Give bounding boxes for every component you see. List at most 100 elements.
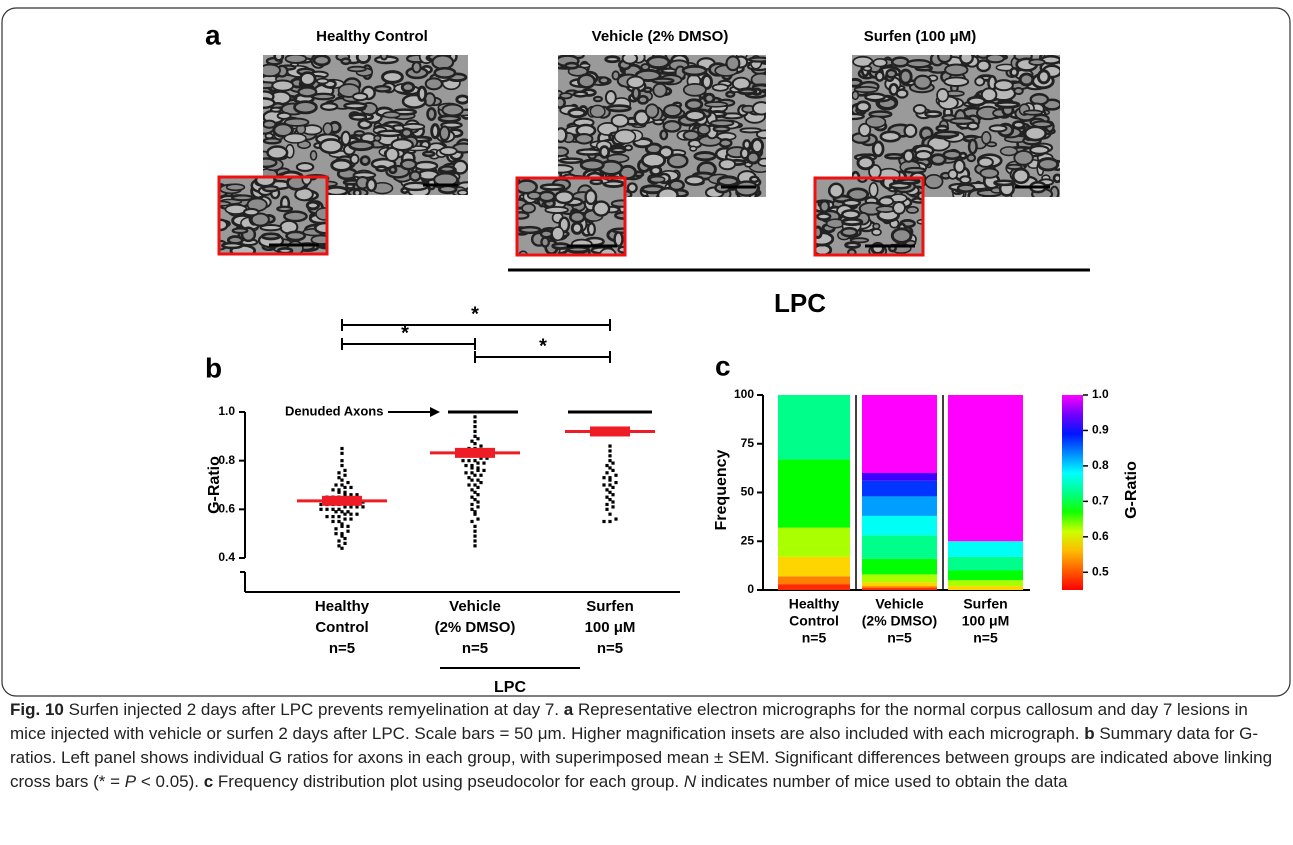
axon bbox=[736, 182, 758, 196]
sem-box bbox=[322, 496, 362, 506]
caption-run: Fig. 10 bbox=[10, 700, 64, 719]
axon bbox=[829, 184, 843, 198]
y-tick-label: 0.4 bbox=[218, 550, 235, 564]
data-point bbox=[331, 508, 334, 511]
data-point bbox=[340, 547, 343, 550]
axon bbox=[300, 73, 315, 86]
data-point bbox=[476, 437, 479, 440]
axon bbox=[714, 126, 729, 131]
axon bbox=[623, 53, 638, 63]
data-point bbox=[605, 503, 608, 506]
x-tick-label: n=5 bbox=[597, 640, 623, 657]
axon bbox=[315, 223, 335, 233]
segment bbox=[778, 584, 850, 590]
axon bbox=[262, 234, 279, 239]
colorbar bbox=[1062, 395, 1083, 590]
axon bbox=[606, 91, 616, 104]
axon bbox=[1011, 68, 1018, 76]
segment bbox=[948, 580, 1023, 586]
axon bbox=[1025, 127, 1046, 140]
caption-run: Frequency distribution plot using pseudo… bbox=[213, 772, 684, 791]
x-tick-label: Control bbox=[789, 613, 839, 629]
data-point bbox=[473, 525, 476, 528]
data-point bbox=[340, 459, 343, 462]
caption-run: N bbox=[684, 772, 696, 791]
axon bbox=[690, 146, 696, 151]
y-axis-title: G-Ratio bbox=[206, 456, 223, 514]
axon bbox=[866, 116, 885, 127]
axon bbox=[900, 70, 911, 83]
data-point bbox=[343, 474, 346, 477]
data-point bbox=[473, 474, 476, 477]
data-point bbox=[340, 525, 343, 528]
caption-run: indicates number of mice used to obtain … bbox=[696, 772, 1067, 791]
axon bbox=[580, 64, 589, 68]
axon bbox=[843, 219, 862, 224]
data-point bbox=[473, 425, 476, 428]
y-tick-label: 0 bbox=[747, 582, 754, 596]
axon bbox=[268, 147, 288, 159]
sig-label: * bbox=[401, 322, 409, 344]
segment bbox=[862, 395, 937, 473]
axon bbox=[390, 167, 396, 173]
axon bbox=[1054, 175, 1061, 182]
data-point bbox=[608, 491, 611, 494]
segment bbox=[862, 588, 937, 590]
x-tick-label: 100 μM bbox=[962, 613, 1009, 629]
data-point bbox=[343, 517, 346, 520]
axon bbox=[271, 108, 281, 112]
axon bbox=[873, 59, 886, 67]
data-point bbox=[331, 515, 334, 518]
segment bbox=[948, 541, 1023, 557]
data-point bbox=[470, 520, 473, 523]
axon bbox=[650, 177, 665, 183]
data-point bbox=[605, 508, 608, 511]
data-point bbox=[337, 515, 340, 518]
axon bbox=[402, 129, 412, 137]
axon bbox=[876, 206, 894, 212]
x-tick-label: n=5 bbox=[802, 630, 827, 646]
axon bbox=[520, 227, 541, 233]
axon bbox=[987, 54, 1004, 62]
figure: a Healthy Control Vehicle (2% DMSO) Surf… bbox=[0, 0, 1293, 700]
axon bbox=[944, 77, 968, 86]
data-point bbox=[476, 493, 479, 496]
axon bbox=[638, 96, 647, 103]
axon bbox=[858, 157, 873, 169]
axon bbox=[718, 177, 737, 186]
axon bbox=[263, 186, 278, 191]
axon bbox=[1014, 151, 1033, 165]
data-point bbox=[608, 459, 611, 462]
axon bbox=[978, 158, 993, 167]
data-point bbox=[325, 515, 328, 518]
axon bbox=[342, 59, 350, 64]
axon bbox=[594, 97, 602, 101]
axon bbox=[1038, 159, 1057, 170]
axon bbox=[740, 128, 761, 132]
y-axis-title: Frequency bbox=[713, 449, 730, 530]
axon bbox=[351, 115, 366, 119]
x-tick-label: Healthy bbox=[315, 598, 370, 615]
sig-label: * bbox=[471, 303, 479, 325]
axon bbox=[522, 204, 535, 213]
data-point bbox=[470, 440, 473, 443]
axon bbox=[287, 232, 305, 240]
axon bbox=[275, 52, 283, 60]
axon bbox=[904, 150, 914, 161]
segment bbox=[862, 574, 937, 582]
axon bbox=[945, 64, 967, 75]
caption-run: b bbox=[1084, 724, 1094, 743]
data-point bbox=[343, 486, 346, 489]
axon bbox=[615, 130, 636, 144]
colorbar-tick-label: 0.8 bbox=[1092, 458, 1109, 472]
caption-run: < 0.05). bbox=[136, 772, 204, 791]
data-point bbox=[608, 520, 611, 523]
axon bbox=[898, 179, 919, 183]
axon bbox=[931, 155, 945, 165]
axon bbox=[905, 125, 917, 137]
axon bbox=[401, 160, 416, 169]
axon bbox=[753, 102, 770, 114]
axon bbox=[995, 181, 1014, 185]
data-point bbox=[473, 435, 476, 438]
data-point bbox=[334, 483, 337, 486]
